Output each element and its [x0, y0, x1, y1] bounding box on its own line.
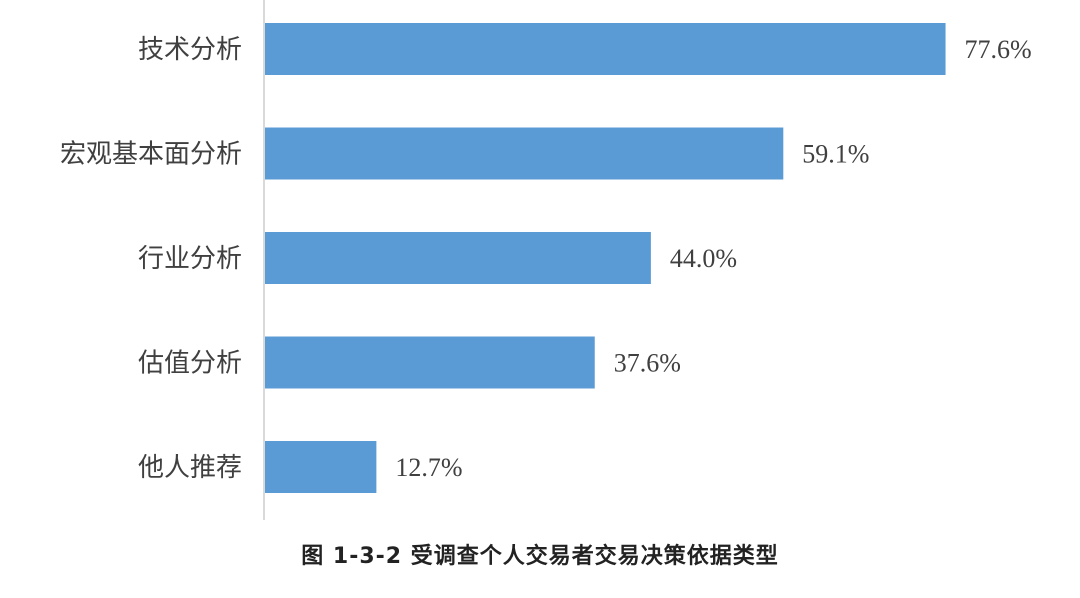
value-label-2: 44.0% [670, 244, 737, 273]
category-label-0: 技术分析 [138, 35, 242, 65]
value-label-4: 12.7% [395, 453, 462, 482]
bar-2 [265, 232, 651, 284]
value-label-0: 77.6% [965, 35, 1032, 64]
category-label-1: 宏观基本面分析 [60, 140, 242, 170]
category-label-3: 估值分析 [138, 349, 242, 379]
value-label-1: 59.1% [802, 140, 869, 169]
value-label-3: 37.6% [614, 349, 681, 378]
bar-3 [265, 336, 595, 389]
bar-1 [265, 127, 784, 180]
bar-0 [265, 23, 946, 75]
bar-4 [265, 441, 377, 493]
category-label-2: 行业分析 [138, 244, 242, 274]
figure-caption: 图 1-3-2 受调查个人交易者交易决策依据类型 [301, 544, 779, 569]
category-label-4: 他人推荐 [138, 453, 242, 483]
bars-layer [265, 23, 946, 493]
labels-layer: 技术分析 77.6% 宏观基本面分析 59.1% 行业分析 44.0% 估值分析 37.6% 他… [60, 35, 1032, 483]
